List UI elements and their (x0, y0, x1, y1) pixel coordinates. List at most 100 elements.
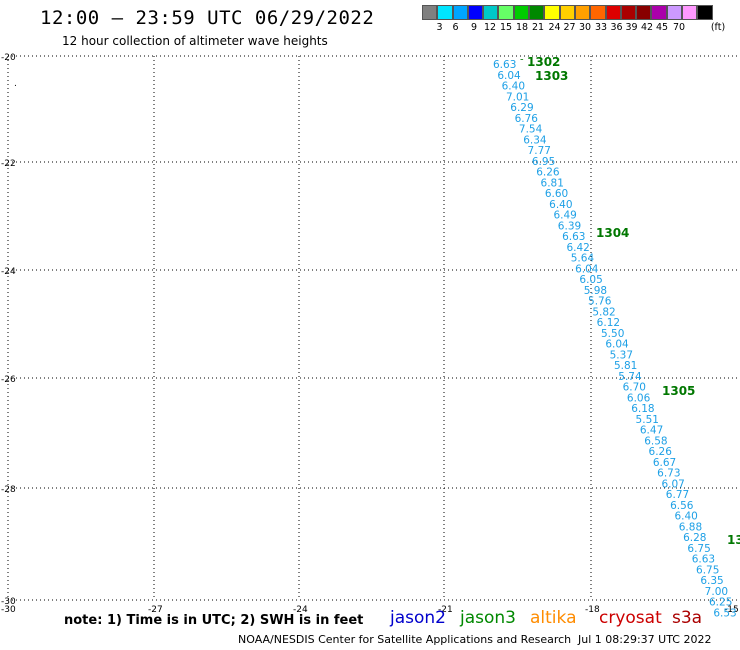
satellite-cryosat-label: cryosat (599, 608, 662, 628)
color-scale-labels: 3 6 9 12 15 18 21 24 27 30 33 36 39 42 45 70 (ft) (422, 22, 732, 34)
color-scale-tick: 42 (640, 22, 654, 33)
generated-timestamp: Jul 1 08:29:37 UTC 2022 (578, 633, 712, 646)
color-swatch (620, 5, 637, 20)
wave-height-value: 6.77 (666, 489, 689, 501)
color-scale-tick: 18 (515, 22, 529, 33)
color-scale-tick: 30 (578, 22, 592, 33)
wave-height-value: 6.25 (709, 597, 732, 609)
pass-time-label: 1302 (527, 55, 560, 69)
wave-height-value: 6.07 (661, 478, 684, 490)
satellite-jason2-label: jason2 (390, 608, 446, 628)
wave-height-value: 6.53 (713, 607, 736, 619)
color-swatch (605, 5, 621, 20)
color-swatch (529, 5, 545, 20)
wave-height-value: 5.50 (601, 328, 624, 340)
color-scale-tick: 9 (470, 22, 478, 33)
wave-height-value: 7.54 (519, 124, 543, 136)
color-scale-tick: 3 (436, 22, 443, 33)
latitude-label: -22 (1, 159, 16, 169)
wave-height-value: 5.76 (588, 296, 612, 308)
color-scale-tick: 15 (499, 22, 513, 33)
wave-height-value: 6.95 (532, 156, 555, 168)
longitude-label: -21 (438, 605, 453, 615)
wave-height-value: 6.34 (523, 134, 547, 146)
longitude-label: -15 (724, 605, 739, 615)
wave-height-value: 6.04 (575, 263, 599, 275)
color-swatch (651, 5, 667, 20)
wave-height-value: 6.58 (644, 435, 667, 447)
color-swatch (513, 5, 530, 20)
wave-height-value: 6.76 (515, 113, 539, 125)
stray-mark: . (14, 79, 17, 89)
wave-height-value: 6.63 (493, 59, 516, 71)
color-swatch (422, 5, 438, 20)
wave-height-value: 6.75 (696, 564, 719, 576)
latitude-label: -26 (1, 375, 16, 385)
wave-height-value: 6.04 (497, 70, 521, 82)
wave-height-value: 6.26 (649, 446, 673, 458)
color-swatch (559, 5, 575, 20)
pass-start-marker: - (520, 54, 524, 65)
wave-height-color-scale (422, 5, 713, 20)
corner-longitude-label: -30 (1, 605, 16, 615)
color-scale-tick: 6 (452, 22, 459, 33)
wave-height-value: 5.51 (636, 414, 659, 426)
color-swatch (574, 5, 591, 20)
wave-height-value: 6.63 (562, 231, 585, 243)
credit-line: NOAA/NESDIS Center for Satellite Applica… (238, 633, 572, 646)
color-swatch (590, 5, 606, 20)
pass-time-label: 1305 (662, 384, 695, 398)
wave-height-value: 6.63 (692, 554, 715, 566)
color-swatch (544, 5, 560, 20)
color-scale-tick: 45 (655, 22, 669, 33)
latitude-label: -28 (1, 485, 16, 495)
wave-height-value: 5.82 (592, 306, 615, 318)
color-scale-unit: (ft) (710, 22, 726, 33)
latitude-label: -24 (1, 267, 16, 277)
color-swatch (666, 5, 683, 20)
latitude-label: -20 (1, 53, 16, 63)
wave-height-value: 6.40 (502, 81, 525, 93)
wave-height-value: 5.64 (571, 253, 595, 265)
color-swatch (498, 5, 514, 20)
map-title: 12:00 — 23:59 UTC 06/29/2022 (40, 7, 375, 29)
wave-height-value: 6.49 (553, 210, 576, 222)
pass-time-label: 1303 (535, 69, 568, 83)
wave-height-value: 6.73 (657, 468, 680, 480)
wave-height-value: 6.47 (640, 425, 663, 437)
longitude-label: -27 (148, 605, 163, 615)
color-scale-tick: 21 (531, 22, 545, 33)
color-swatch (682, 5, 698, 20)
color-scale-tick: 70 (672, 22, 686, 33)
wave-height-value: 6.40 (674, 511, 697, 523)
satellite-jason3-label: jason3 (460, 608, 516, 628)
longitude-label: -24 (293, 605, 308, 615)
color-swatch (636, 5, 652, 20)
wave-height-value: 6.28 (683, 532, 706, 544)
wave-height-value: 6.35 (700, 575, 723, 587)
wave-height-value: 6.06 (627, 392, 651, 404)
wave-height-value: 6.12 (597, 317, 620, 329)
wave-height-value: 5.37 (610, 349, 633, 361)
color-scale-tick: 12 (483, 22, 497, 33)
wave-height-value: 5.81 (614, 360, 637, 372)
wave-height-value: 6.39 (558, 220, 581, 232)
wave-height-value: 7.77 (528, 145, 551, 157)
color-swatch (483, 5, 499, 20)
wave-height-value: 7.00 (705, 586, 728, 598)
footnote: note: 1) Time is in UTC; 2) SWH is in fe… (64, 613, 364, 628)
wave-height-value: 6.42 (566, 242, 589, 254)
color-scale-tick: 39 (625, 22, 638, 33)
color-swatch (452, 5, 468, 20)
wave-height-value: 6.29 (510, 102, 533, 114)
wave-height-value: 6.67 (653, 457, 676, 469)
color-scale-tick: 33 (594, 22, 608, 33)
pass-time-label: 13 (727, 533, 740, 547)
color-swatch (467, 5, 484, 20)
wave-height-value: 6.56 (670, 500, 694, 512)
map-canvas: -20 -22 -24 -26 -28 -30 -27 -24 -21 -18 -15 -30. 6.6… (1, 53, 740, 619)
color-scale-tick: 27 (563, 22, 576, 33)
wave-height-value: 6.05 (579, 274, 602, 286)
color-scale-tick: 36 (610, 22, 623, 33)
altimeter-map: -20 -22 -24 -26 -28 -30 -27 -24 -21 -18 -15 -30. 6.6… (1, 53, 740, 619)
